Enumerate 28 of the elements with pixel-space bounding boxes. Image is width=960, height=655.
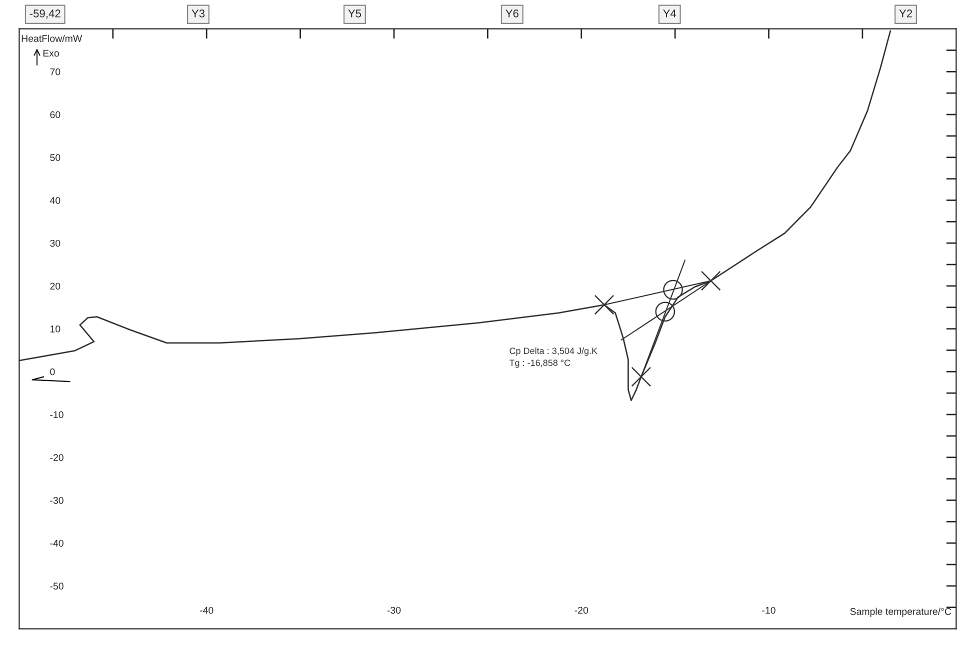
y-tick-label: 0 <box>50 368 55 376</box>
y-axis-title: HeatFlow/mW <box>22 34 82 42</box>
y-tick-label: 50 <box>50 154 60 162</box>
y-tick-label: -40 <box>50 540 64 547</box>
x-tick-label: -30 <box>387 606 401 614</box>
x-tick-label: -40 <box>200 606 214 614</box>
x-tick-label: -10 <box>762 606 776 614</box>
y-tick-label: 10 <box>50 326 60 332</box>
y-tick-label: -30 <box>50 496 64 504</box>
annotation: Cp Delta : 3,504 J/g.K <box>510 347 598 356</box>
y-tick-label: 20 <box>50 282 60 290</box>
text: Y2 <box>899 10 912 18</box>
text: -59,42 <box>30 10 60 19</box>
y-tick-label: -50 <box>50 582 64 590</box>
y-tick-label: 40 <box>50 196 60 204</box>
y-tick-label: 60 <box>50 111 60 118</box>
annotation: Exo <box>43 50 59 57</box>
y-tick-label: 70 <box>50 68 60 76</box>
text: Y3 <box>192 10 205 18</box>
x-tick-label: -20 <box>574 606 588 614</box>
text: Y5 <box>348 10 362 18</box>
y-tick-label: -10 <box>50 411 64 418</box>
text: Y4 <box>663 10 676 18</box>
text: Y6 <box>506 10 518 18</box>
x-axis-title: Sample temperature/°C <box>850 608 952 617</box>
annotation: Tg : -16,858 °C <box>509 360 570 368</box>
y-tick-label: 30 <box>50 240 60 247</box>
y-tick-label: -20 <box>50 454 64 461</box>
